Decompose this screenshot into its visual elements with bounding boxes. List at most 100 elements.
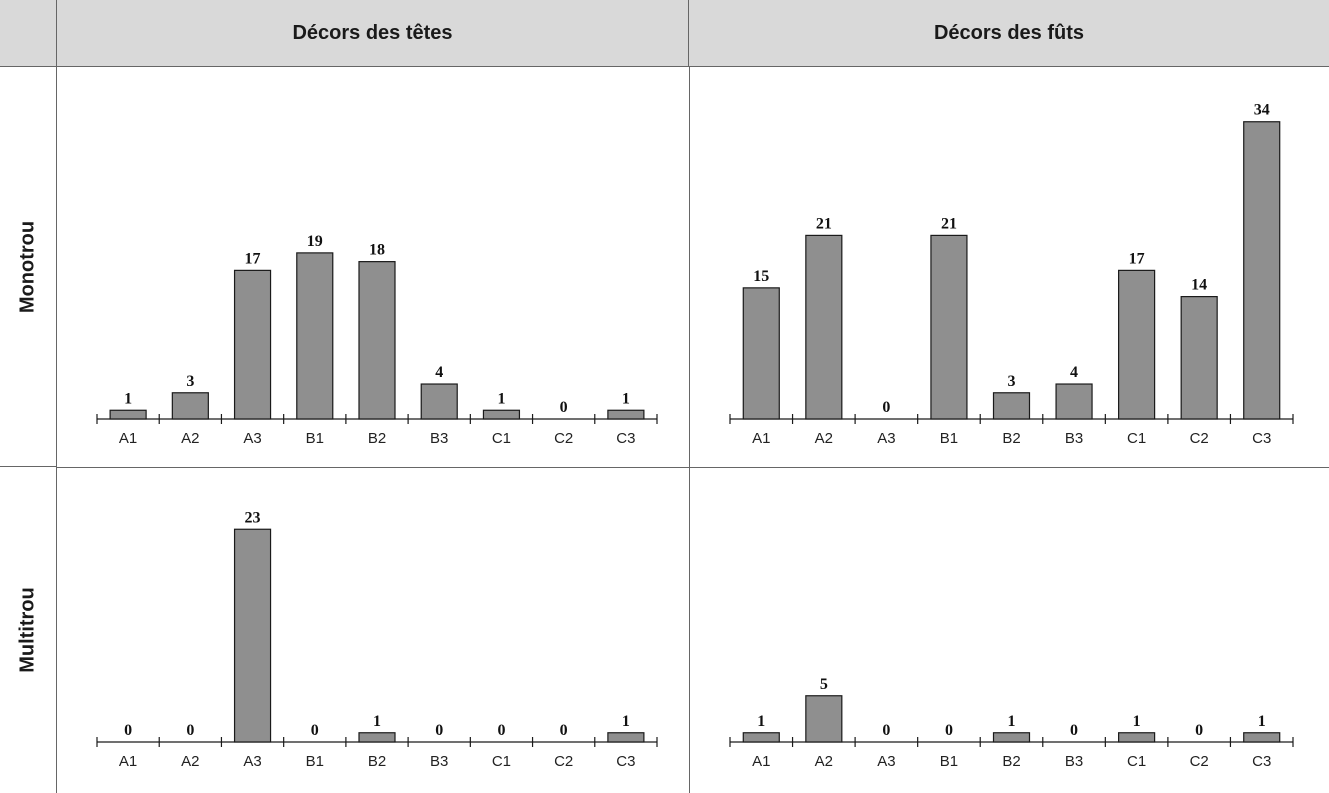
bar-a3 bbox=[233, 528, 272, 743]
value-label-c3: 1 bbox=[622, 390, 630, 407]
tick-label-c1: C1 bbox=[492, 753, 511, 770]
tick-label-a1: A1 bbox=[119, 430, 137, 447]
bar-b2 bbox=[992, 392, 1031, 420]
tick-label-a2: A2 bbox=[181, 430, 199, 447]
bar-b3 bbox=[1055, 383, 1093, 420]
value-label-a3: 17 bbox=[245, 250, 261, 267]
tick-label-c2: C2 bbox=[554, 753, 573, 770]
bar-c1 bbox=[1118, 732, 1156, 743]
bar-b3 bbox=[420, 383, 458, 420]
value-label-a3: 0 bbox=[882, 722, 890, 739]
tick-label-a1: A1 bbox=[752, 753, 770, 770]
tick-label-b1: B1 bbox=[940, 753, 958, 770]
value-label-c2: 0 bbox=[560, 399, 568, 416]
bar-b2 bbox=[358, 261, 396, 420]
tick-label-c3: C3 bbox=[616, 430, 635, 447]
tick-label-b3: B3 bbox=[1065, 753, 1083, 770]
corner-header bbox=[0, 0, 57, 67]
value-label-a2: 21 bbox=[816, 215, 832, 232]
column-header-tetes: Décors des têtes bbox=[57, 0, 689, 67]
bar-b2 bbox=[358, 732, 396, 743]
tick-label-b1: B1 bbox=[306, 430, 324, 447]
value-label-b3: 4 bbox=[1070, 364, 1078, 381]
tick-label-c2: C2 bbox=[1190, 430, 1209, 447]
bar-a1 bbox=[109, 409, 147, 420]
tick-label-b3: B3 bbox=[430, 430, 448, 447]
value-label-a1: 1 bbox=[124, 390, 132, 407]
tick-label-c3: C3 bbox=[1252, 430, 1271, 447]
bar-c3 bbox=[607, 409, 645, 420]
bar-c1 bbox=[1118, 269, 1156, 420]
value-label-b2: 3 bbox=[1008, 373, 1016, 390]
value-label-c1: 17 bbox=[1129, 250, 1145, 267]
value-label-a2: 0 bbox=[186, 722, 194, 739]
row-divider bbox=[57, 467, 1329, 468]
row-header-multitrou: Multitrou bbox=[0, 467, 57, 793]
value-label-c1: 1 bbox=[497, 390, 505, 407]
value-label-b1: 0 bbox=[945, 722, 953, 739]
value-label-a3: 23 bbox=[245, 509, 261, 526]
bar-c3 bbox=[1243, 121, 1281, 420]
tick-label-c1: C1 bbox=[1127, 753, 1146, 770]
value-label-c2: 14 bbox=[1191, 277, 1207, 294]
value-label-a1: 15 bbox=[753, 268, 769, 285]
value-label-b3: 0 bbox=[435, 722, 443, 739]
value-label-c3: 34 bbox=[1254, 102, 1270, 119]
value-label-b3: 4 bbox=[435, 364, 443, 381]
bar-b2 bbox=[992, 732, 1031, 743]
tick-label-b3: B3 bbox=[1065, 430, 1083, 447]
bar-a1 bbox=[742, 287, 780, 420]
column-header-futs: Décors des fûts bbox=[689, 0, 1329, 67]
value-label-b1: 21 bbox=[941, 215, 957, 232]
value-label-a1: 0 bbox=[124, 722, 132, 739]
tick-label-a2: A2 bbox=[815, 430, 833, 447]
tick-label-c3: C3 bbox=[616, 753, 635, 770]
value-label-a1: 1 bbox=[757, 713, 765, 730]
value-label-b2: 1 bbox=[373, 713, 381, 730]
value-label-c1: 1 bbox=[1133, 713, 1141, 730]
value-label-c3: 1 bbox=[1258, 713, 1266, 730]
bar-b1 bbox=[930, 234, 968, 420]
bar-a1 bbox=[742, 732, 780, 743]
bar-b1 bbox=[296, 252, 334, 420]
value-label-c2: 0 bbox=[560, 722, 568, 739]
value-label-a2: 5 bbox=[820, 676, 828, 693]
tick-label-c2: C2 bbox=[1190, 753, 1209, 770]
tick-label-a3: A3 bbox=[243, 753, 261, 770]
tick-label-a3: A3 bbox=[243, 430, 261, 447]
tick-label-a1: A1 bbox=[752, 430, 770, 447]
tick-label-a3: A3 bbox=[877, 753, 895, 770]
value-label-c3: 1 bbox=[622, 713, 630, 730]
tick-label-b1: B1 bbox=[306, 753, 324, 770]
value-label-b2: 1 bbox=[1008, 713, 1016, 730]
bar-c3 bbox=[607, 732, 645, 743]
tick-label-b3: B3 bbox=[430, 753, 448, 770]
value-label-a2: 3 bbox=[186, 373, 194, 390]
bar-a2 bbox=[805, 695, 843, 743]
bar-c2 bbox=[1180, 296, 1218, 420]
value-label-b1: 0 bbox=[311, 722, 319, 739]
tick-label-c3: C3 bbox=[1252, 753, 1271, 770]
tick-label-c1: C1 bbox=[1127, 430, 1146, 447]
tick-label-b2: B2 bbox=[1002, 753, 1020, 770]
value-label-a3: 0 bbox=[882, 399, 890, 416]
tick-label-a2: A2 bbox=[181, 753, 199, 770]
tick-label-c1: C1 bbox=[492, 430, 511, 447]
value-label-c2: 0 bbox=[1195, 722, 1203, 739]
value-label-c1: 0 bbox=[497, 722, 505, 739]
tick-label-c2: C2 bbox=[554, 430, 573, 447]
bar-c3 bbox=[1243, 732, 1281, 743]
tick-label-a3: A3 bbox=[877, 430, 895, 447]
tick-label-b1: B1 bbox=[940, 430, 958, 447]
tick-label-b2: B2 bbox=[368, 753, 386, 770]
tick-label-b2: B2 bbox=[1002, 430, 1020, 447]
tick-label-a1: A1 bbox=[119, 753, 137, 770]
row-header-monotrou: Monotrou bbox=[0, 67, 57, 467]
value-label-b3: 0 bbox=[1070, 722, 1078, 739]
bar-c1 bbox=[482, 409, 521, 420]
